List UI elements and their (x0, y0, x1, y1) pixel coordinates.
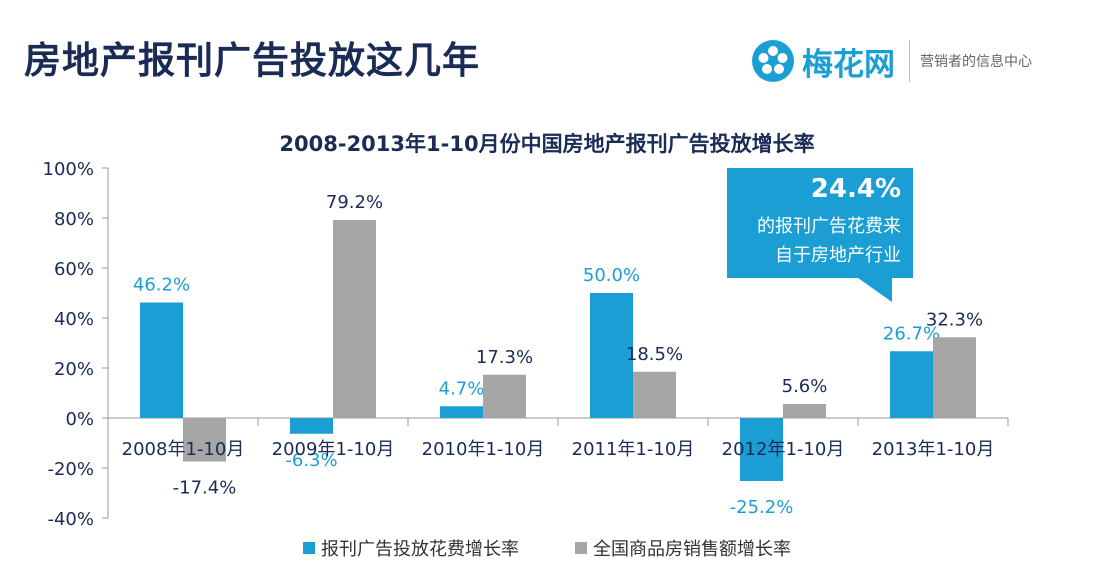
y-tick-label: 40% (54, 309, 94, 330)
callout-text-line1: 的报刊广告花费来 (757, 216, 901, 237)
legend-swatch-ad-spend (303, 542, 315, 554)
data-label-2-1: -17.4% (173, 478, 237, 499)
legend-item-housing-sales: 全国商品房销售额增长率 (575, 535, 791, 561)
bar-1-4 (590, 293, 633, 418)
legend-swatch-housing-sales (575, 542, 587, 554)
plum-blossom-logo-icon (752, 40, 794, 82)
x-category-label: 2010年1-10月 (422, 439, 545, 460)
bar-1-3 (440, 406, 483, 418)
data-label-1-2: -6.3% (285, 450, 337, 471)
logo-name: 梅花网 (802, 46, 895, 83)
legend-label-ad-spend: 报刊广告投放花费增长率 (321, 539, 519, 560)
data-label-2-4: 18.5% (626, 344, 683, 365)
chart-title: 2008-2013年1-10月份中国房地产报刊广告投放增长率 (279, 132, 815, 156)
bar-2-3 (483, 374, 526, 418)
logo-divider (909, 40, 910, 82)
data-label-1-6: 26.7% (883, 323, 940, 344)
y-tick-label: 100% (43, 159, 94, 180)
legend-label-housing-sales: 全国商品房销售额增长率 (593, 539, 791, 560)
bar-2-1 (183, 418, 226, 462)
logo-tagline: 营销者的信息中心 (920, 54, 1032, 70)
y-tick-label: 0% (65, 409, 94, 430)
callout-text-line2: 自于房地产行业 (775, 245, 901, 266)
legend-item-ad-spend: 报刊广告投放花费增长率 (303, 535, 519, 561)
bar-2-2 (333, 220, 376, 418)
data-label-2-3: 17.3% (476, 347, 533, 368)
x-category-label: 2008年1-10月 (122, 439, 245, 460)
callout-value: 24.4% (810, 174, 901, 204)
x-category-label: 2011年1-10月 (572, 439, 695, 460)
callout-pointer (858, 278, 892, 302)
data-label-2-2: 79.2% (326, 192, 383, 213)
bar-1-1 (140, 302, 183, 418)
callout-box: 24.4% 的报刊广告花费来 自于房地产行业 (727, 168, 913, 278)
x-category-label: 2009年1-10月 (272, 439, 395, 460)
bar-2-4 (633, 371, 676, 418)
data-label-2-6: 32.3% (926, 309, 983, 330)
data-label-1-1: 46.2% (133, 275, 190, 296)
bar-2-5 (783, 404, 826, 418)
data-label-1-4: 50.0% (583, 265, 640, 286)
y-tick-label: -40% (47, 509, 94, 530)
bar-1-2 (290, 418, 333, 434)
logo[interactable]: 梅花网 营销者的信息中心 (752, 38, 1032, 84)
x-category-label: 2013年1-10月 (872, 439, 995, 460)
data-label-1-3: 4.7% (439, 378, 485, 399)
y-tick-label: 60% (54, 259, 94, 280)
x-category-label: 2012年1-10月 (722, 439, 845, 460)
bar-2-6 (933, 337, 976, 418)
y-tick-label: 20% (54, 359, 94, 380)
y-tick-label: -20% (47, 459, 94, 480)
data-label-2-5: 5.6% (782, 376, 828, 397)
bar-1-5 (740, 418, 783, 481)
bar-1-6 (890, 351, 933, 418)
y-tick-label: 80% (54, 209, 94, 230)
legend: 报刊广告投放花费增长率 全国商品房销售额增长率 (0, 535, 1094, 561)
page-title: 房地产报刊广告投放这几年 (24, 39, 480, 82)
data-label-1-5: -25.2% (730, 497, 794, 518)
